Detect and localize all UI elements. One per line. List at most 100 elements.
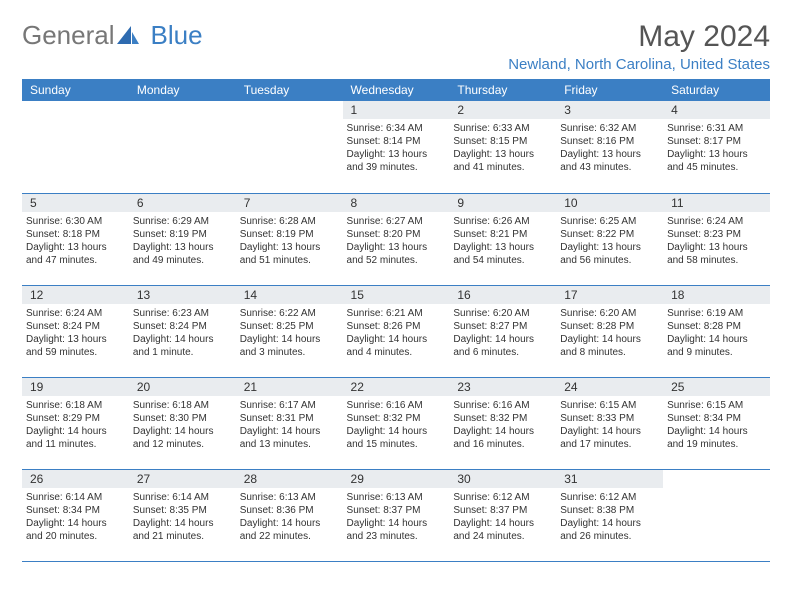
day-content: Sunrise: 6:18 AMSunset: 8:30 PMDaylight:… [129,396,236,454]
day-content: Sunrise: 6:31 AMSunset: 8:17 PMDaylight:… [663,119,770,177]
sunset-line: Sunset: 8:26 PM [347,320,442,333]
daylight-line: Daylight: 13 hours and 47 minutes. [26,241,121,267]
sunrise-line: Sunrise: 6:14 AM [26,491,121,504]
day-content: Sunrise: 6:16 AMSunset: 8:32 PMDaylight:… [343,396,450,454]
day-header-row: SundayMondayTuesdayWednesdayThursdayFrid… [22,79,770,101]
sunrise-line: Sunrise: 6:33 AM [453,122,548,135]
daylight-line: Daylight: 14 hours and 21 minutes. [133,517,228,543]
calendar-cell [663,469,770,561]
calendar-cell: 13Sunrise: 6:23 AMSunset: 8:24 PMDayligh… [129,285,236,377]
daylight-line: Daylight: 14 hours and 24 minutes. [453,517,548,543]
sunrise-line: Sunrise: 6:16 AM [347,399,442,412]
sunset-line: Sunset: 8:18 PM [26,228,121,241]
sunrise-line: Sunrise: 6:31 AM [667,122,762,135]
sunrise-line: Sunrise: 6:21 AM [347,307,442,320]
day-number: 11 [663,194,770,212]
day-header: Wednesday [343,79,450,101]
daylight-line: Daylight: 14 hours and 9 minutes. [667,333,762,359]
sunrise-line: Sunrise: 6:23 AM [133,307,228,320]
calendar-cell: 6Sunrise: 6:29 AMSunset: 8:19 PMDaylight… [129,193,236,285]
day-number: 27 [129,470,236,488]
day-number: 1 [343,101,450,119]
day-number: 5 [22,194,129,212]
sunset-line: Sunset: 8:21 PM [453,228,548,241]
sunset-line: Sunset: 8:28 PM [667,320,762,333]
calendar-cell: 7Sunrise: 6:28 AMSunset: 8:19 PMDaylight… [236,193,343,285]
calendar-cell: 18 Sunrise: 6:19 AMSunset: 8:28 PMDayligh… [663,285,770,377]
calendar-cell: 26Sunrise: 6:14 AMSunset: 8:34 PMDayligh… [22,469,129,561]
daylight-line: Daylight: 13 hours and 54 minutes. [453,241,548,267]
sunset-line: Sunset: 8:29 PM [26,412,121,425]
calendar-week-row: 1Sunrise: 6:34 AMSunset: 8:14 PMDaylight… [22,101,770,193]
day-content: Sunrise: 6:14 AMSunset: 8:34 PMDaylight:… [22,488,129,546]
daylight-line: Daylight: 14 hours and 17 minutes. [560,425,655,451]
sunrise-line: Sunrise: 6:13 AM [240,491,335,504]
sunrise-line: Sunrise: 6:24 AM [26,307,121,320]
day-number: 30 [449,470,556,488]
sunrise-line: Sunrise: 6:30 AM [26,215,121,228]
calendar-body: 1Sunrise: 6:34 AMSunset: 8:14 PMDaylight… [22,101,770,561]
day-number: 18 [663,286,770,304]
daylight-line: Daylight: 14 hours and 26 minutes. [560,517,655,543]
calendar-cell: 12Sunrise: 6:24 AMSunset: 8:24 PMDayligh… [22,285,129,377]
sunset-line: Sunset: 8:32 PM [453,412,548,425]
daylight-line: Daylight: 13 hours and 39 minutes. [347,148,442,174]
sunrise-line: Sunrise: 6:13 AM [347,491,442,504]
sunset-line: Sunset: 8:15 PM [453,135,548,148]
day-content: Sunrise: 6:13 AMSunset: 8:37 PMDaylight:… [343,488,450,546]
logo-sail-icon [117,26,139,46]
sunrise-line: Sunrise: 6:15 AM [560,399,655,412]
calendar-cell: 24Sunrise: 6:15 AMSunset: 8:33 PMDayligh… [556,377,663,469]
logo: General Blue [22,20,203,51]
calendar-cell: 9Sunrise: 6:26 AMSunset: 8:21 PMDaylight… [449,193,556,285]
sunset-line: Sunset: 8:32 PM [347,412,442,425]
daylight-line: Daylight: 14 hours and 15 minutes. [347,425,442,451]
day-content: Sunrise: 6:25 AMSunset: 8:22 PMDaylight:… [556,212,663,270]
day-number: 25 [663,378,770,396]
sunset-line: Sunset: 8:17 PM [667,135,762,148]
day-number: 23 [449,378,556,396]
day-content: Sunrise: 6:17 AMSunset: 8:31 PMDaylight:… [236,396,343,454]
calendar-week-row: 12Sunrise: 6:24 AMSunset: 8:24 PMDayligh… [22,285,770,377]
calendar-cell: 11Sunrise: 6:24 AMSunset: 8:23 PMDayligh… [663,193,770,285]
daylight-line: Daylight: 13 hours and 43 minutes. [560,148,655,174]
sunset-line: Sunset: 8:24 PM [26,320,121,333]
daylight-line: Daylight: 13 hours and 41 minutes. [453,148,548,174]
calendar-cell: 23 Sunrise: 6:16 AMSunset: 8:32 PMDayligh… [449,377,556,469]
sunset-line: Sunset: 8:28 PM [560,320,655,333]
sunset-line: Sunset: 8:38 PM [560,504,655,517]
sunset-line: Sunset: 8:24 PM [133,320,228,333]
day-number: 28 [236,470,343,488]
day-number: 14 [236,286,343,304]
daylight-line: Daylight: 13 hours and 52 minutes. [347,241,442,267]
sunset-line: Sunset: 8:19 PM [133,228,228,241]
calendar-cell: 31Sunrise: 6:12 AMSunset: 8:38 PMDayligh… [556,469,663,561]
daylight-line: Daylight: 13 hours and 56 minutes. [560,241,655,267]
day-content: Sunrise: 6:27 AMSunset: 8:20 PMDaylight:… [343,212,450,270]
calendar-week-row: 5Sunrise: 6:30 AMSunset: 8:18 PMDaylight… [22,193,770,285]
day-number: 26 [22,470,129,488]
sunset-line: Sunset: 8:31 PM [240,412,335,425]
sunrise-line: Sunrise: 6:16 AM [453,399,548,412]
daylight-line: Daylight: 14 hours and 22 minutes. [240,517,335,543]
daylight-line: Daylight: 13 hours and 58 minutes. [667,241,762,267]
day-content: Sunrise: 6:33 AMSunset: 8:15 PMDaylight:… [449,119,556,177]
sunrise-line: Sunrise: 6:14 AM [133,491,228,504]
calendar-cell: 4Sunrise: 6:31 AMSunset: 8:17 PMDaylight… [663,101,770,193]
page: General Blue May 2024 Newland, North Car… [0,0,792,582]
calendar-cell: 22Sunrise: 6:16 AMSunset: 8:32 PMDayligh… [343,377,450,469]
daylight-line: Daylight: 14 hours and 16 minutes. [453,425,548,451]
day-content: Sunrise: 6:12 AMSunset: 8:38 PMDaylight:… [556,488,663,546]
calendar-cell: 30Sunrise: 6:12 AMSunset: 8:37 PMDayligh… [449,469,556,561]
sunrise-line: Sunrise: 6:20 AM [453,307,548,320]
day-content: Sunrise: 6:28 AMSunset: 8:19 PMDaylight:… [236,212,343,270]
daylight-line: Daylight: 13 hours and 51 minutes. [240,241,335,267]
daylight-line: Daylight: 14 hours and 23 minutes. [347,517,442,543]
calendar-cell: 27Sunrise: 6:14 AMSunset: 8:35 PMDayligh… [129,469,236,561]
daylight-line: Daylight: 13 hours and 59 minutes. [26,333,121,359]
calendar-cell: 16Sunrise: 6:20 AMSunset: 8:27 PMDayligh… [449,285,556,377]
sunrise-line: Sunrise: 6:19 AM [667,307,762,320]
day-content: Sunrise: 6:15 AMSunset: 8:33 PMDaylight:… [556,396,663,454]
day-content: Sunrise: 6:22 AMSunset: 8:25 PMDaylight:… [236,304,343,362]
logo-text-blue: Blue [151,20,203,51]
